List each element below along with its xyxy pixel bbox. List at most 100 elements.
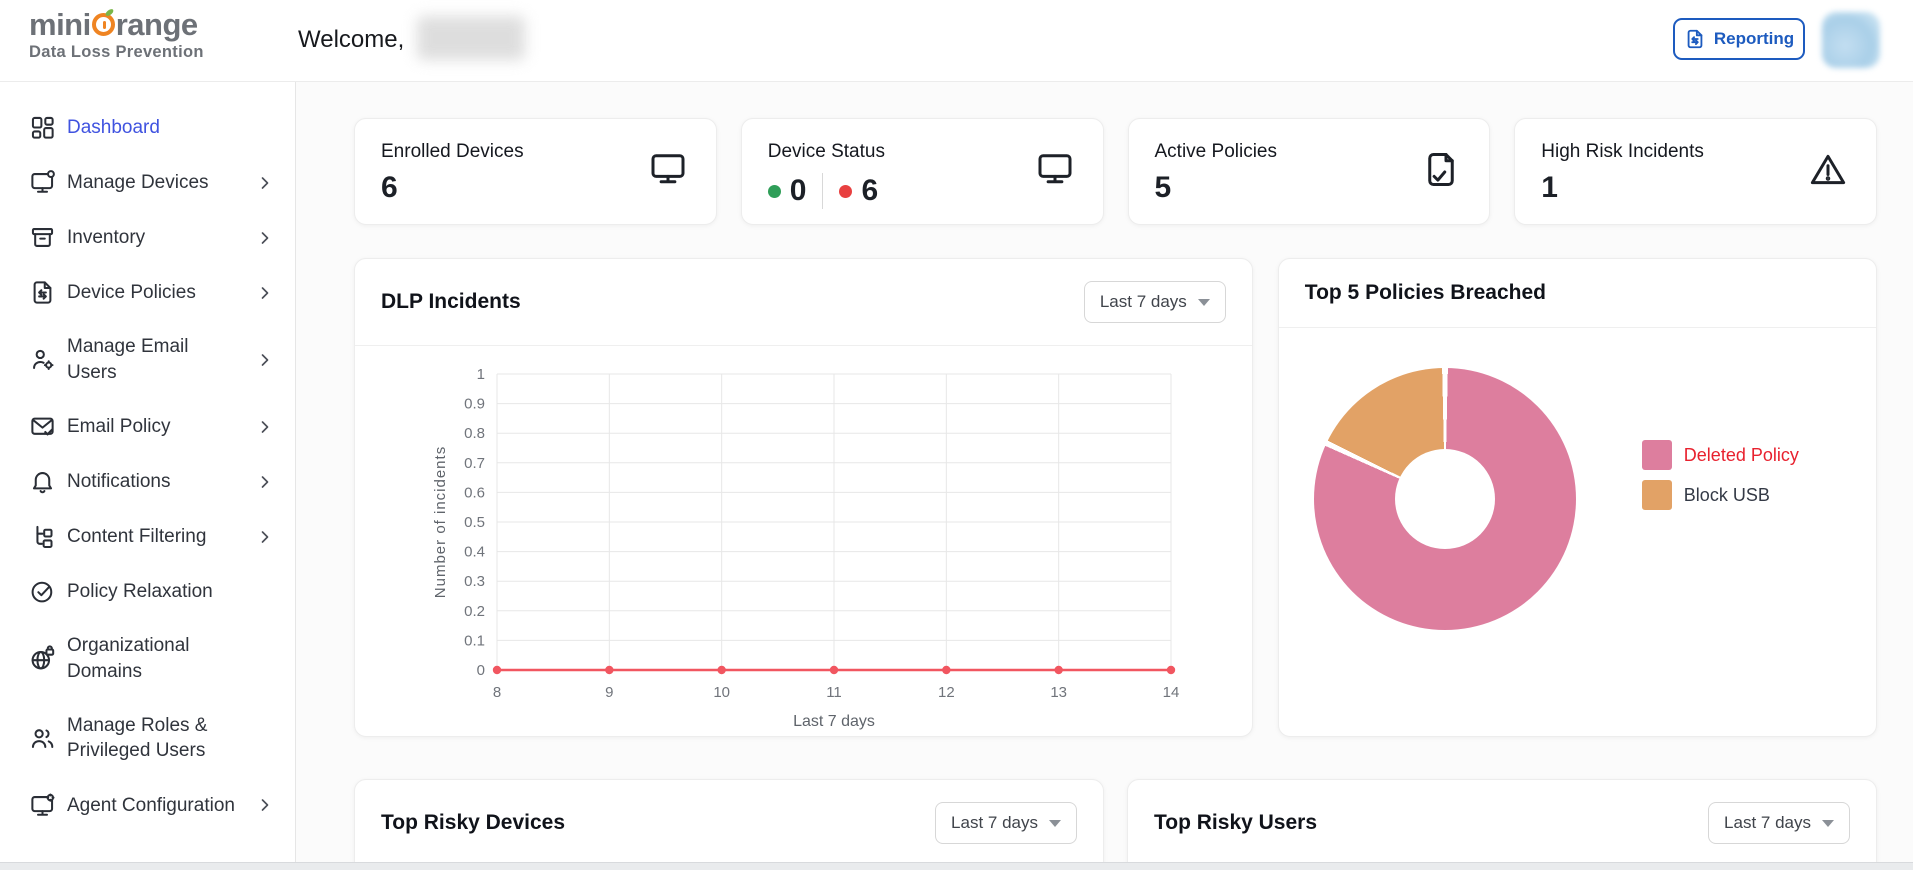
sidebar-item-label: Inventory <box>67 226 146 248</box>
sidebar-item-notifications[interactable]: Notifications <box>0 454 295 509</box>
chevron-right-icon <box>255 173 275 193</box>
svg-text:0.8: 0.8 <box>464 425 485 442</box>
sidebar-item-content-filtering[interactable]: Content Filtering <box>0 509 295 564</box>
logo-subtitle: Data Loss Prevention <box>29 43 204 61</box>
summary-cards-row: Enrolled Devices 6 Device Status 0 6 Act… <box>354 118 1877 225</box>
offline-count: 6 <box>861 174 879 207</box>
app-header: mini range Data Loss Prevention Welcome, … <box>0 0 1913 82</box>
monitor-icon <box>1035 149 1075 194</box>
svg-text:14: 14 <box>1163 684 1180 701</box>
globe-lock-icon <box>29 645 56 672</box>
sidebar-item-label: Agent Configuration <box>67 794 235 816</box>
top-risky-devices-title: Top Risky Devices <box>381 811 566 834</box>
svg-text:0.6: 0.6 <box>464 484 485 501</box>
chevron-right-icon <box>255 795 275 815</box>
sidebar-item-label: Manage Devices <box>67 171 209 193</box>
sidebar-item-dashboard[interactable]: Dashboard <box>0 100 295 155</box>
monitor-gear-icon <box>29 792 56 819</box>
policy-document-icon <box>29 279 56 306</box>
online-count: 0 <box>789 174 807 207</box>
sidebar-item-manage-devices[interactable]: Manage Devices <box>0 155 295 210</box>
svg-text:0.7: 0.7 <box>464 455 485 472</box>
enrolled-devices-card: Enrolled Devices 6 <box>354 118 717 225</box>
card-label: High Risk Incidents <box>1541 141 1704 162</box>
sidebar-item-label: Policy Relaxation <box>67 580 213 602</box>
legend-item[interactable]: Block USB <box>1641 480 1799 510</box>
policies-legend: Deleted Policy Block USB <box>1641 440 1799 630</box>
filter-tree-icon <box>29 523 56 550</box>
sidebar-item-label: Device Policies <box>67 281 196 303</box>
chevron-right-icon <box>255 527 275 547</box>
high-risk-incidents-value: 1 <box>1541 171 1558 204</box>
sidebar-item-inventory[interactable]: Inventory <box>0 210 295 265</box>
svg-text:0: 0 <box>477 662 485 679</box>
svg-text:10: 10 <box>713 684 730 701</box>
miniorange-logo-icon <box>91 13 115 36</box>
sidebar-item-email-policy[interactable]: Email Policy <box>0 399 295 454</box>
sidebar-item-label: Dashboard <box>67 116 160 138</box>
filter-value: Last 7 days <box>1099 292 1187 311</box>
reporting-button[interactable]: Reporting <box>1673 18 1805 60</box>
inventory-tray-icon <box>29 224 56 251</box>
top-risky-users-title: Top Risky Users <box>1154 811 1318 834</box>
horizontal-scrollbar[interactable] <box>0 862 1913 870</box>
policies-breached-card: Top 5 Policies Breached Deleted Policy Bl… <box>1277 258 1877 737</box>
main-content: Enrolled Devices 6 Device Status 0 6 Act… <box>297 82 1913 870</box>
divider <box>822 173 824 209</box>
legend-label: Block USB <box>1683 484 1770 505</box>
chevron-right-icon <box>255 350 275 370</box>
card-label: Active Policies <box>1154 141 1278 162</box>
svg-text:12: 12 <box>938 684 955 701</box>
sidebar-item-label: Content Filtering <box>67 525 207 547</box>
top-risky-users-filter-dropdown[interactable]: Last 7 days <box>1708 802 1850 844</box>
monitor-icon <box>648 149 688 194</box>
sidebar-item-manage-roles[interactable]: Manage Roles & Privileged Users <box>0 699 295 778</box>
svg-text:0.1: 0.1 <box>464 632 485 649</box>
chevron-right-icon <box>255 283 275 303</box>
sidebar: Dashboard Manage Devices Inventory Devic… <box>0 82 296 870</box>
svg-text:0.9: 0.9 <box>464 396 485 413</box>
user-avatar[interactable] <box>1822 12 1880 68</box>
sidebar-item-agent-configuration[interactable]: Agent Configuration <box>0 778 295 833</box>
svg-text:13: 13 <box>1050 684 1067 701</box>
reporting-button-label: Reporting <box>1713 29 1795 48</box>
legend-item[interactable]: Deleted Policy <box>1641 440 1799 470</box>
top-risky-users-header: Top Risky Users Last 7 days <box>1128 780 1876 867</box>
sidebar-item-organizational-domains[interactable]: Organizational Domains <box>0 619 295 698</box>
welcome-text: Welcome, <box>298 26 405 53</box>
sidebar-item-label: Notifications <box>67 470 171 492</box>
svg-text:Number of incidents: Number of incidents <box>432 446 449 598</box>
sidebar-item-manage-email-users[interactable]: Manage Email Users <box>0 320 295 399</box>
offline-dot <box>839 184 853 198</box>
device-status-values: 0 6 <box>767 173 1077 209</box>
chevron-right-icon <box>255 417 275 437</box>
svg-text:9: 9 <box>605 684 613 701</box>
svg-text:8: 8 <box>493 684 501 701</box>
active-policies-value: 5 <box>1154 171 1172 204</box>
sidebar-item-device-policies[interactable]: Device Policies <box>0 265 295 320</box>
top-risky-devices-filter-dropdown[interactable]: Last 7 days <box>935 802 1077 844</box>
filter-value: Last 7 days <box>951 813 1038 832</box>
sidebar-item-label: Organizational Domains <box>67 635 190 682</box>
sidebar-item-label: Manage Roles & Privileged Users <box>67 714 208 762</box>
dlp-incidents-filter-dropdown[interactable]: Last 7 days <box>1083 281 1226 323</box>
sidebar-item-policy-relaxation[interactable]: Policy Relaxation <box>0 564 295 619</box>
legend-label: Deleted Policy <box>1683 444 1799 465</box>
logo-brand-mini: mini <box>29 7 91 42</box>
svg-text:1: 1 <box>477 366 485 383</box>
svg-text:0.3: 0.3 <box>464 573 485 590</box>
top-risky-devices-header: Top Risky Devices Last 7 days <box>355 780 1103 867</box>
policies-breached-title: Top 5 Policies Breached <box>1304 281 1546 304</box>
svg-text:Last 7 days: Last 7 days <box>793 713 875 730</box>
high-risk-incidents-card: High Risk Incidents 1 <box>1514 118 1877 225</box>
envelope-check-icon <box>29 413 56 440</box>
top-risky-devices-card: Top Risky Devices Last 7 days <box>354 779 1104 870</box>
sidebar-item-label: Manage Email Users <box>67 336 189 383</box>
chevron-right-icon <box>255 228 275 248</box>
miniorange-logo: mini range Data Loss Prevention <box>29 9 204 62</box>
dlp-incidents-header: DLP Incidents Last 7 days <box>355 259 1252 346</box>
sidebar-item-label: Email Policy <box>67 415 171 437</box>
dashboard-grid-icon <box>29 114 56 141</box>
logo-brand-range: range <box>115 7 198 42</box>
donut-hole <box>1394 449 1495 549</box>
